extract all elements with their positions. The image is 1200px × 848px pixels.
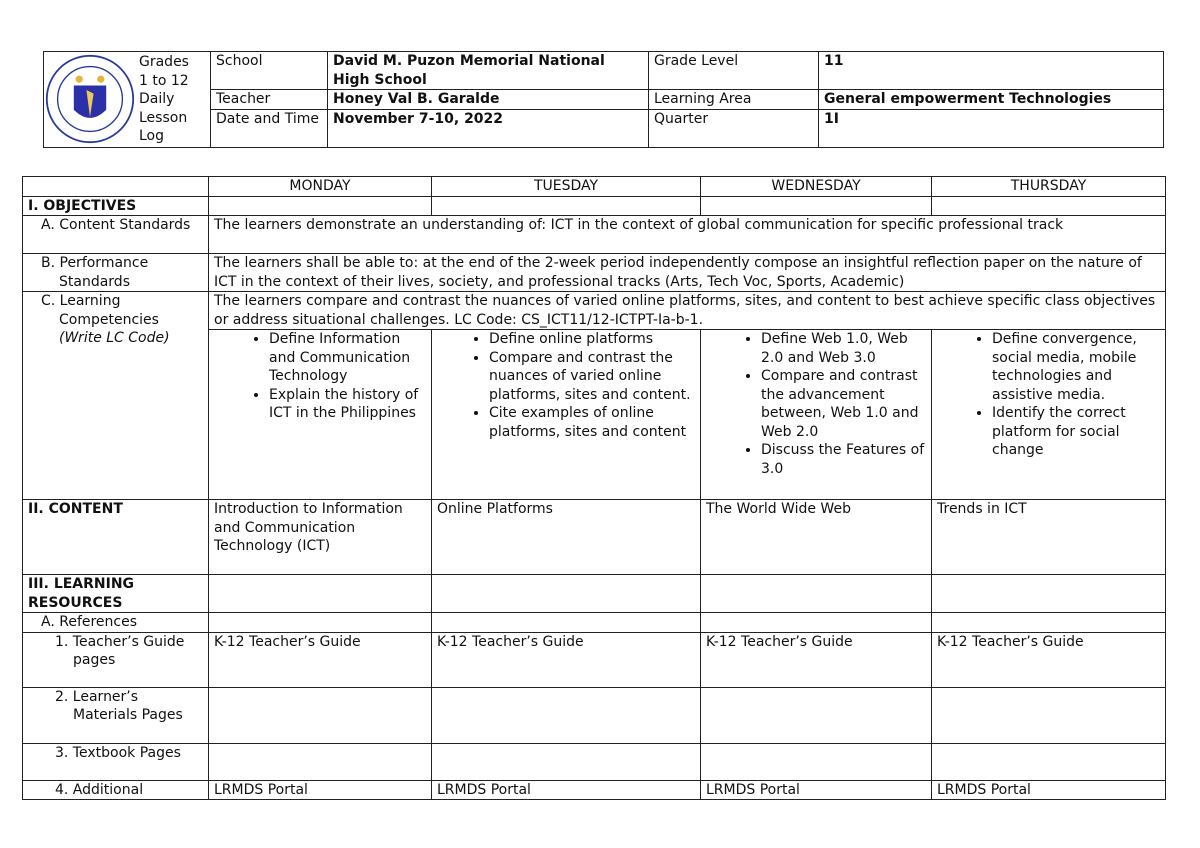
cell <box>208 686 432 744</box>
header-table: Grades 1 to 12 Daily Lesson Log School D… <box>43 51 1164 148</box>
list-item: Compare and contrast the nuances of vari… <box>489 349 695 405</box>
title-line: Grades <box>139 54 189 70</box>
grade-label: Grade Level <box>648 51 819 90</box>
content-standards: The learners demonstrate an understandin… <box>208 215 1166 254</box>
cell: K-12 Teacher’s Guide <box>700 631 932 688</box>
content-wednesday: The World Wide Web <box>700 499 932 575</box>
title-cell: Grades 1 to 12 Daily Lesson Log <box>43 51 211 148</box>
teacher-label: Teacher <box>210 89 328 110</box>
list-item: Discuss the Features of 3.0 <box>761 441 926 478</box>
content-row: II. CONTENT Introduction to Information … <box>22 499 1166 575</box>
cell <box>208 742 432 781</box>
row-label: 4. Additional <box>22 779 209 800</box>
list-item: Define Information and Communication Tec… <box>269 331 426 386</box>
table-row: 4. Additional LRMDS Portal LRMDS Portal … <box>22 779 1166 800</box>
date-value: November 7-10, 2022 <box>327 108 649 148</box>
day-wednesday: WEDNESDAY <box>700 176 932 197</box>
list-item: Define Web 1.0, Web 2.0 and Web 3.0 <box>761 331 926 368</box>
table-row: 3. Textbook Pages <box>22 742 1166 781</box>
list-item: Define online platforms <box>489 331 695 349</box>
title-line: Log <box>139 128 165 144</box>
cell: K-12 Teacher’s Guide <box>208 631 432 688</box>
grade-value: 11 <box>818 51 1164 90</box>
list-item: Explain the history of ICT in the Philip… <box>269 386 426 423</box>
cell <box>700 742 932 781</box>
row-label: 3. Textbook Pages <box>22 742 209 781</box>
cell <box>700 686 932 744</box>
day-thursday: THURSDAY <box>931 176 1166 197</box>
performance-standards: The learners shall be able to: at the en… <box>208 253 1166 292</box>
content-heading: II. CONTENT <box>22 499 209 575</box>
cell: K-12 Teacher’s Guide <box>931 631 1166 688</box>
area-value: General empowerment Technologies <box>818 89 1164 110</box>
cell <box>931 686 1166 744</box>
content-standards-label: A. Content Standards <box>22 215 209 254</box>
quarter-label: Quarter <box>648 108 819 148</box>
competencies-note: (Write LC Code) <box>59 330 170 346</box>
teacher-value: Honey Val B. Garalde <box>327 89 649 110</box>
cell <box>431 686 701 744</box>
competencies-label: C. Learning Competencies (Write LC Code) <box>22 291 209 500</box>
performance-standards-label: B. Performance Standards <box>22 253 209 292</box>
title-line: Lesson <box>139 109 188 126</box>
competencies: The learners compare and contrast the nu… <box>208 291 1166 330</box>
days-header-row: MONDAY TUESDAY WEDNESDAY THURSDAY <box>22 176 1166 197</box>
school-value: David M. Puzon Memorial National High Sc… <box>327 51 649 90</box>
area-label: Learning Area <box>648 89 819 110</box>
list-item: Identify the correct platform for social… <box>992 404 1160 460</box>
day-monday: MONDAY <box>208 176 432 197</box>
row-label: 2. Learner’s Materials Pages <box>22 686 209 744</box>
list-item: Compare and contrast the advancement bet… <box>761 367 926 441</box>
cell <box>931 742 1166 781</box>
cell: LRMDS Portal <box>431 779 701 800</box>
cell: LRMDS Portal <box>700 779 932 800</box>
lesson-log-table: MONDAY TUESDAY WEDNESDAY THURSDAY I. OBJ… <box>22 176 1166 800</box>
resources-heading: III. LEARNING RESOURCES <box>22 574 209 613</box>
deped-seal-logo <box>45 54 135 144</box>
content-monday: Introduction to Information and Communic… <box>208 499 432 575</box>
cell: LRMDS Portal <box>208 779 432 800</box>
list-item: Cite examples of online platforms, sites… <box>489 404 695 441</box>
date-label: Date and Time <box>210 108 328 148</box>
cell: LRMDS Portal <box>931 779 1166 800</box>
objectives-heading: I. OBJECTIVES <box>22 195 209 216</box>
content-thursday: Trends in ICT <box>931 499 1166 575</box>
cell <box>431 742 701 781</box>
list-item: Define convergence, social media, mobile… <box>992 331 1160 405</box>
daily-objectives-row: Define Information and Communication Tec… <box>23 329 1166 500</box>
title-line: Daily <box>139 91 175 107</box>
cell: K-12 Teacher’s Guide <box>431 631 701 688</box>
day-tuesday: TUESDAY <box>431 176 701 197</box>
quarter-value: 1I <box>818 108 1164 148</box>
table-row: 2. Learner’s Materials Pages <box>22 686 1166 744</box>
title-line: 1 to 12 <box>139 72 189 89</box>
content-tuesday: Online Platforms <box>431 499 701 575</box>
references-label: A. References <box>22 612 209 633</box>
row-label: 1. Teacher’s Guide pages <box>22 631 209 688</box>
table-row: 1. Teacher’s Guide pages K-12 Teacher’s … <box>22 631 1166 688</box>
school-label: School <box>210 51 328 90</box>
